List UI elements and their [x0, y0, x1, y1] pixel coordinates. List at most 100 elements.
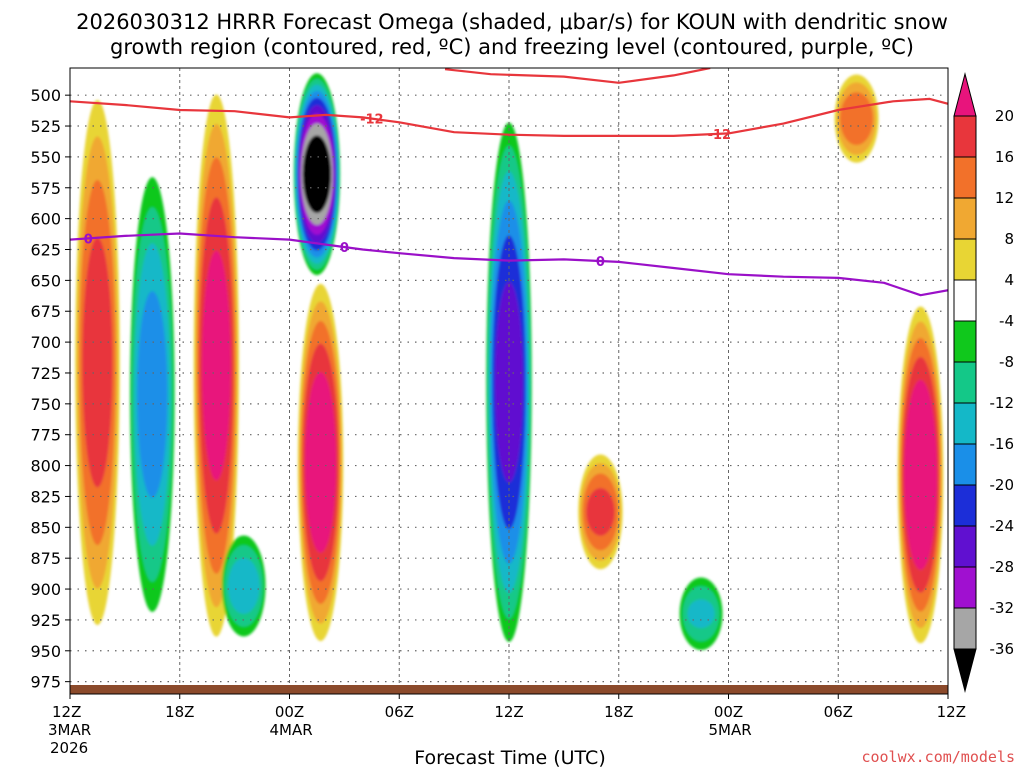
omega-feature: [293, 73, 341, 276]
y-tick-label: 700: [30, 333, 61, 352]
colorbar-label: -12: [990, 394, 1015, 412]
colorbar-label: -4: [999, 312, 1014, 330]
colorbar-label: 12: [995, 189, 1014, 207]
omega-shade-level: [586, 488, 615, 536]
omega-shade-level: [137, 291, 168, 498]
omega-shade-level: [304, 372, 337, 553]
x-tick-label: 06Z: [824, 703, 853, 721]
colorbar-bin: [953, 566, 977, 609]
colorbar-bin: [953, 607, 977, 650]
x-year-label: 2026: [50, 739, 88, 757]
colorbar-bin: [953, 361, 977, 404]
omega-feature: [897, 306, 944, 644]
omega-shade-level: [201, 250, 231, 481]
y-tick-label: 600: [30, 210, 61, 229]
colorbar-label: 20: [995, 107, 1014, 125]
y-tick-label: 750: [30, 395, 61, 414]
omega-feature: [679, 577, 723, 651]
omega-shade-level: [227, 558, 260, 614]
colorbar-bin: [953, 156, 977, 199]
omega-feature: [193, 94, 239, 637]
colorbar-bin: [953, 484, 977, 527]
omega-feature: [834, 74, 879, 163]
y-tick-label: 975: [30, 673, 61, 692]
omega-feature: [486, 122, 532, 642]
colorbar-label: -8: [999, 353, 1014, 371]
colorbar-under-triangle: [953, 648, 977, 693]
colorbar-bin: [953, 443, 977, 486]
contour-label: -12: [708, 128, 732, 143]
y-tick-label: 925: [30, 611, 61, 630]
plot-area: -12 -12 0 0 0: [69, 67, 949, 695]
grid-lines: [70, 68, 948, 694]
colorbar-label: -24: [990, 517, 1015, 535]
omega-feature: [75, 99, 120, 625]
colorbar-label: 4: [1004, 271, 1014, 289]
dgz-contour-line: [70, 97, 948, 137]
colorbar-bin: [953, 279, 977, 322]
omega-feature: [297, 283, 344, 642]
contour-label: 0: [340, 241, 349, 256]
colorbar: 20 16 12 8 4 -4 -8 -12 -16 -20 -24 -28 -32 -36: [953, 72, 1015, 693]
omega-shade-level: [302, 135, 332, 213]
x-date-label: 3MAR: [48, 721, 91, 739]
omega-feature: [578, 454, 623, 570]
omega-feature: [130, 177, 175, 612]
colorbar-label: 16: [995, 148, 1014, 166]
colorbar-label: -32: [990, 599, 1015, 617]
colorbar-label: -36: [990, 640, 1015, 658]
omega-shade-level: [82, 237, 113, 488]
omega-field: [75, 73, 944, 651]
x-tick-label: 12Z: [937, 703, 966, 721]
y-tick-label: 775: [30, 426, 61, 445]
x-tick-label: 06Z: [385, 703, 414, 721]
contour-label: -12: [360, 113, 384, 128]
freezing-level-contour-line: [70, 232, 948, 297]
x-date-label: 4MAR: [270, 721, 313, 739]
y-axis: 500 525 550 575 600 625 650 675 700 725 750 775 800 8…: [30, 86, 70, 692]
omega-feature: [221, 535, 266, 637]
y-tick-label: 500: [30, 86, 61, 105]
colorbar-bin: [953, 402, 977, 445]
y-tick-label: 650: [30, 271, 61, 290]
y-tick-label: 625: [30, 241, 61, 260]
y-tick-label: 725: [30, 364, 61, 383]
omega-shade-level: [904, 379, 938, 570]
colorbar-label: 8: [1004, 230, 1014, 248]
omega-shade-level: [687, 599, 715, 629]
x-tick-label: 18Z: [165, 703, 194, 721]
dgz-upper-contour-line: [444, 68, 711, 84]
chart-title-line1: 2026030312 HRRR Forecast Omega (shaded, …: [76, 10, 948, 34]
x-tick-label: 12Z: [494, 703, 523, 721]
x-tick-label: 00Z: [275, 703, 304, 721]
y-tick-label: 550: [30, 148, 61, 167]
chart-title-line2: growth region (contoured, red, ºC) and f…: [110, 35, 914, 59]
credit-text: coolwx.com/models: [861, 748, 1015, 766]
colorbar-bin: [953, 525, 977, 568]
y-tick-label: 675: [30, 302, 61, 321]
y-tick-label: 575: [30, 179, 61, 198]
y-tick-label: 850: [30, 518, 61, 537]
colorbar-over-triangle: [953, 72, 977, 117]
colorbar-label: -20: [990, 476, 1015, 494]
x-tick-label: 00Z: [714, 703, 743, 721]
y-tick-label: 825: [30, 487, 61, 506]
y-tick-label: 875: [30, 549, 61, 568]
colorbar-bin: [953, 115, 977, 158]
y-tick-label: 950: [30, 642, 61, 661]
contours: -12 -12 0 0 0: [70, 68, 948, 297]
omega-shade-level: [840, 92, 874, 146]
colorbar-bin: [953, 197, 977, 240]
x-axis-label: Forecast Time (UTC): [414, 747, 605, 768]
colorbar-label: -16: [990, 435, 1015, 453]
contour-label: 0: [84, 232, 93, 247]
colorbar-label: -28: [990, 558, 1015, 576]
x-tick-label: 12Z: [52, 703, 81, 721]
y-tick-label: 525: [30, 117, 61, 136]
colorbar-bin: [953, 320, 977, 363]
colorbar-bin: [953, 238, 977, 281]
y-tick-label: 800: [30, 457, 61, 476]
ground-terrain: [70, 685, 948, 694]
